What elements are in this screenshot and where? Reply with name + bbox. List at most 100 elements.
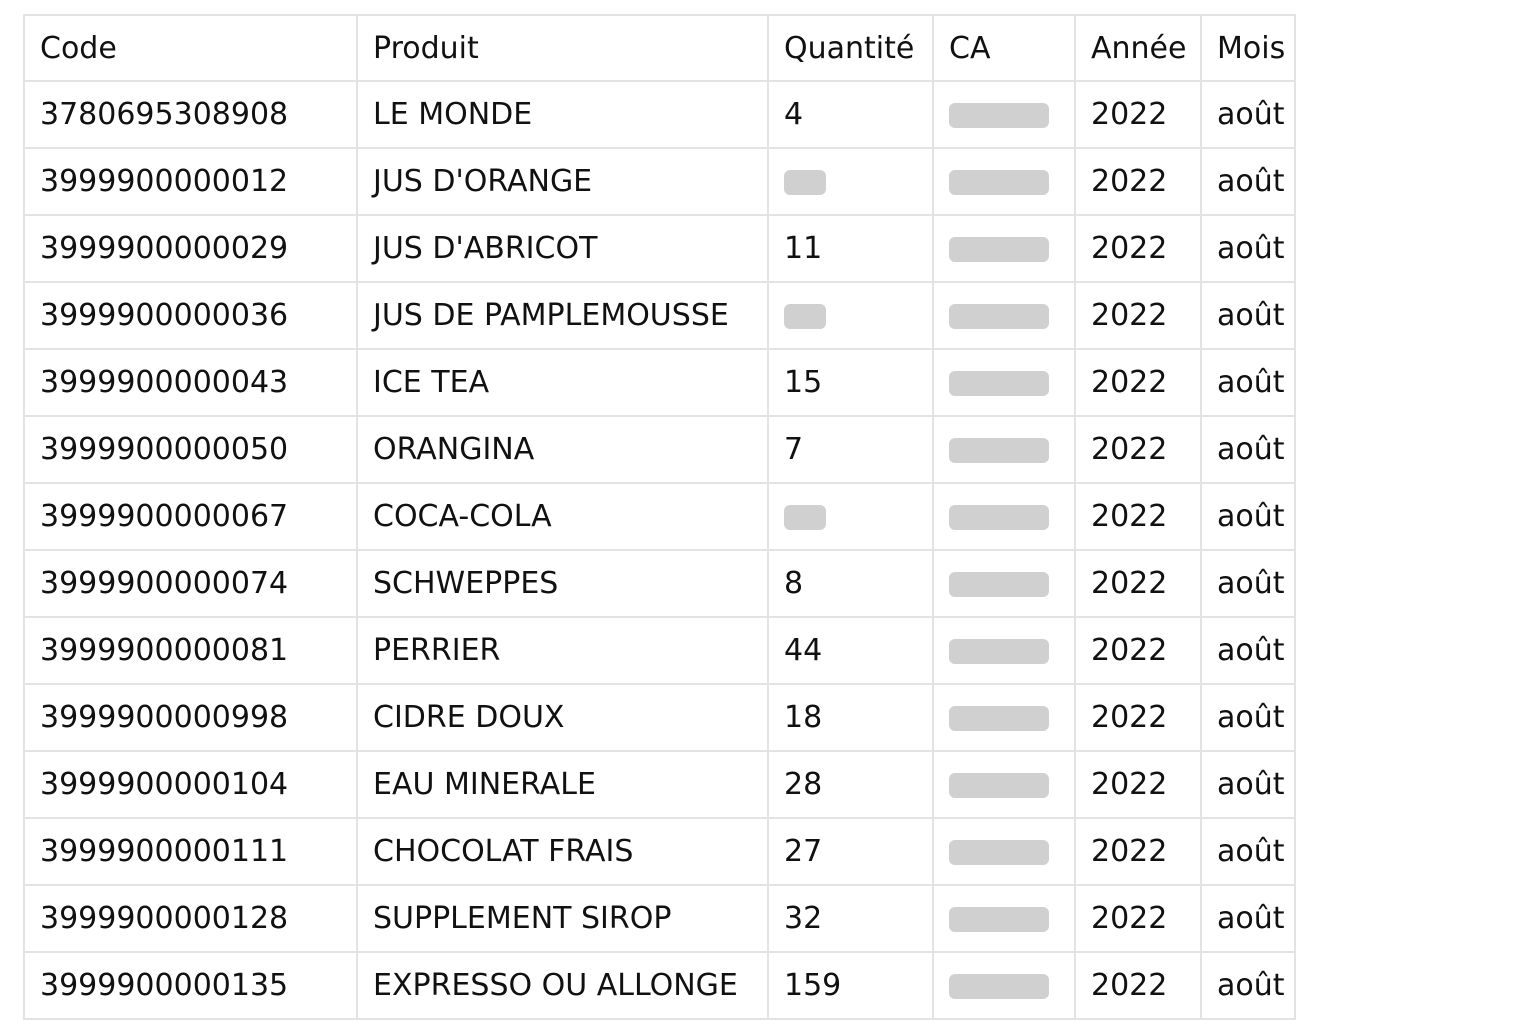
cell-annee: 2022: [1074, 683, 1202, 752]
cell-annee: 2022: [1074, 884, 1202, 953]
cell-quantite: 15: [767, 348, 934, 417]
column-header-quantite[interactable]: Quantité: [767, 14, 934, 82]
cell-ca: [932, 817, 1076, 886]
cell-code: 3999900000036: [23, 281, 358, 350]
cell-code: 3999900000067: [23, 482, 358, 551]
cell-produit: LE MONDE: [356, 80, 769, 149]
cell-annee: 2022: [1074, 616, 1202, 685]
cell-code: 3999900000111: [23, 817, 358, 886]
column-header-code[interactable]: Code: [23, 14, 358, 82]
redacted-revenue-placeholder: [949, 170, 1049, 195]
redacted-revenue-placeholder: [949, 438, 1049, 463]
cell-ca: [932, 80, 1076, 149]
sales-table: Code Produit Quantité CA Année Mois 3780…: [23, 14, 1296, 1020]
table-row: 3999900000135 EXPRESSO OU ALLONGE 159 2022 a…: [23, 951, 1296, 1020]
cell-code: 3999900000074: [23, 549, 358, 618]
redacted-revenue-placeholder: [949, 840, 1049, 865]
table-row: 3999900000067 COCA-COLA 2022 août: [23, 482, 1296, 551]
cell-quantite: 11: [767, 214, 934, 283]
table-row: 3999900000012 JUS D'ORANGE 2022 août: [23, 147, 1296, 216]
cell-produit: CIDRE DOUX: [356, 683, 769, 752]
cell-quantite: 7: [767, 415, 934, 484]
cell-annee: 2022: [1074, 415, 1202, 484]
cell-produit: SCHWEPPES: [356, 549, 769, 618]
cell-code: 3999900000029: [23, 214, 358, 283]
redacted-revenue-placeholder: [949, 974, 1049, 999]
cell-ca: [932, 281, 1076, 350]
cell-mois: août: [1200, 147, 1296, 216]
cell-ca: [932, 884, 1076, 953]
cell-produit: JUS D'ORANGE: [356, 147, 769, 216]
cell-mois: août: [1200, 616, 1296, 685]
cell-annee: 2022: [1074, 147, 1202, 216]
table-row: 3999900000081 PERRIER 44 2022 août: [23, 616, 1296, 685]
table-row: 3780695308908 LE MONDE 4 2022 août: [23, 80, 1296, 149]
cell-quantite: [767, 281, 934, 350]
cell-code: 3999900000135: [23, 951, 358, 1020]
table-row: 3999900000104 EAU MINERALE 28 2022 août: [23, 750, 1296, 819]
redacted-revenue-placeholder: [949, 103, 1049, 128]
cell-annee: 2022: [1074, 281, 1202, 350]
cell-mois: août: [1200, 549, 1296, 618]
column-header-mois[interactable]: Mois: [1200, 14, 1296, 82]
cell-produit: COCA-COLA: [356, 482, 769, 551]
cell-annee: 2022: [1074, 549, 1202, 618]
table-row: 3999900000050 ORANGINA 7 2022 août: [23, 415, 1296, 484]
cell-mois: août: [1200, 683, 1296, 752]
cell-ca: [932, 348, 1076, 417]
redacted-revenue-placeholder: [949, 773, 1049, 798]
cell-code: 3780695308908: [23, 80, 358, 149]
cell-quantite: 159: [767, 951, 934, 1020]
cell-quantite: [767, 482, 934, 551]
cell-produit: SUPPLEMENT SIROP: [356, 884, 769, 953]
table-row: 3999900000111 CHOCOLAT FRAIS 27 2022 août: [23, 817, 1296, 886]
cell-ca: [932, 750, 1076, 819]
cell-mois: août: [1200, 281, 1296, 350]
cell-produit: EXPRESSO OU ALLONGE: [356, 951, 769, 1020]
cell-annee: 2022: [1074, 750, 1202, 819]
table-row: 3999900000128 SUPPLEMENT SIROP 32 2022 août: [23, 884, 1296, 953]
cell-produit: JUS D'ABRICOT: [356, 214, 769, 283]
column-header-ca[interactable]: CA: [932, 14, 1076, 82]
cell-ca: [932, 616, 1076, 685]
cell-ca: [932, 147, 1076, 216]
cell-ca: [932, 683, 1076, 752]
redacted-revenue-placeholder: [949, 505, 1049, 530]
redacted-revenue-placeholder: [949, 706, 1049, 731]
cell-ca: [932, 549, 1076, 618]
table-row: 3999900000029 JUS D'ABRICOT 11 2022 août: [23, 214, 1296, 283]
cell-ca: [932, 951, 1076, 1020]
table-row: 3999900000036 JUS DE PAMPLEMOUSSE 2022 août: [23, 281, 1296, 350]
table-row: 3999900000043 ICE TEA 15 2022 août: [23, 348, 1296, 417]
cell-quantite: 44: [767, 616, 934, 685]
column-header-produit[interactable]: Produit: [356, 14, 769, 82]
cell-mois: août: [1200, 80, 1296, 149]
column-header-annee[interactable]: Année: [1074, 14, 1202, 82]
cell-code: 3999900000081: [23, 616, 358, 685]
cell-mois: août: [1200, 415, 1296, 484]
cell-annee: 2022: [1074, 482, 1202, 551]
sales-table-container: Code Produit Quantité CA Année Mois 3780…: [23, 14, 1296, 1020]
redacted-quantity-placeholder: [784, 505, 826, 530]
redacted-revenue-placeholder: [949, 907, 1049, 932]
cell-quantite: [767, 147, 934, 216]
cell-mois: août: [1200, 884, 1296, 953]
cell-annee: 2022: [1074, 817, 1202, 886]
cell-produit: JUS DE PAMPLEMOUSSE: [356, 281, 769, 350]
cell-code: 3999900000104: [23, 750, 358, 819]
cell-produit: ICE TEA: [356, 348, 769, 417]
cell-quantite: 32: [767, 884, 934, 953]
cell-produit: ORANGINA: [356, 415, 769, 484]
table-header-row: Code Produit Quantité CA Année Mois: [23, 14, 1296, 82]
cell-mois: août: [1200, 750, 1296, 819]
redacted-quantity-placeholder: [784, 304, 826, 329]
cell-mois: août: [1200, 214, 1296, 283]
cell-code: 3999900000128: [23, 884, 358, 953]
cell-quantite: 28: [767, 750, 934, 819]
cell-mois: août: [1200, 817, 1296, 886]
table-body: 3780695308908 LE MONDE 4 2022 août 3999900000…: [23, 80, 1296, 1020]
cell-produit: PERRIER: [356, 616, 769, 685]
cell-code: 3999900000998: [23, 683, 358, 752]
redacted-revenue-placeholder: [949, 639, 1049, 664]
cell-mois: août: [1200, 348, 1296, 417]
